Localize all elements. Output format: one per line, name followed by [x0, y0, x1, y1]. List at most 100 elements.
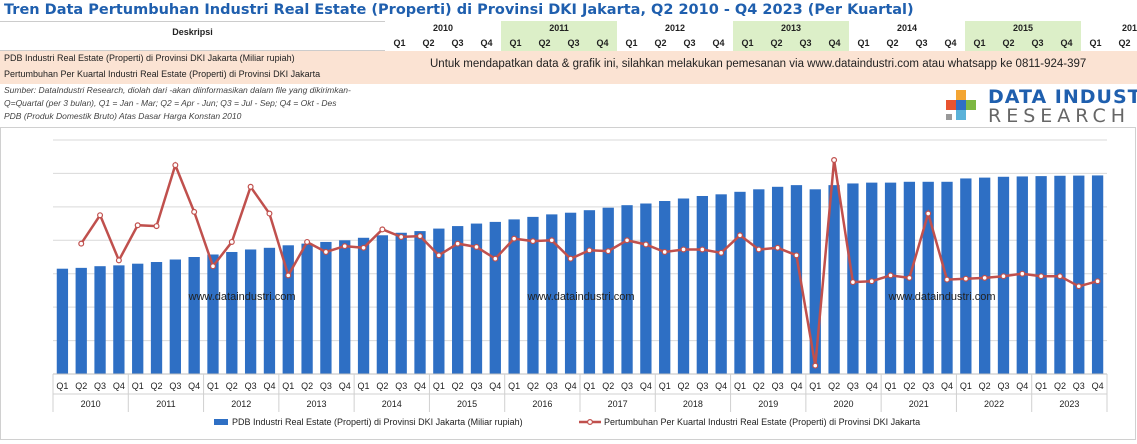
header-quarter: Q3 — [1023, 36, 1052, 51]
legend-line-label: Pertumbuhan Per Kuartal Industri Real Es… — [604, 417, 920, 427]
combo-chart: www.dataindustri.com www.dataindustri.com… — [52, 139, 1108, 427]
bar-mark — [357, 237, 370, 374]
x-tick-quarter-label: Q2 — [75, 381, 87, 391]
growth-point — [435, 252, 442, 259]
growth-point — [511, 235, 518, 242]
bar-mark — [564, 212, 577, 374]
header-quarter: Q2 — [762, 36, 791, 51]
bar-mark — [828, 185, 840, 374]
header-year-2010: 2010 — [432, 23, 454, 33]
growth-point — [492, 255, 499, 262]
x-tick-quarter-label: Q3 — [621, 381, 633, 391]
bar-mark — [94, 266, 106, 374]
growth-point — [115, 257, 122, 264]
growth-point — [1038, 273, 1045, 280]
x-tick-quarter-label: Q3 — [245, 381, 257, 391]
bar-mark — [188, 257, 200, 374]
x-tick-quarter-label: Q2 — [753, 381, 765, 391]
x-tick-quarter-label: Q2 — [151, 381, 163, 391]
x-tick-quarter-label: Q1 — [583, 381, 595, 391]
bar-mark — [452, 226, 464, 374]
x-tick-quarter-label: Q2 — [226, 381, 238, 391]
header-quarter: Q4 — [712, 38, 725, 48]
x-tick-quarter-label: Q2 — [376, 381, 388, 391]
data-row-growth: Pertumbuhan Per Kuartal Industri Real Es… — [0, 68, 1137, 84]
x-tick-quarter-label: Q4 — [1092, 381, 1104, 391]
x-tick-quarter-label: Q3 — [94, 381, 106, 391]
bar-mark — [75, 267, 87, 374]
header-quarter: Q1 — [857, 38, 870, 48]
growth-point — [1056, 273, 1063, 280]
header-year-2011: 2011 — [501, 21, 617, 36]
bar-mark — [922, 181, 934, 374]
bar-mark — [1073, 175, 1085, 374]
growth-point — [417, 233, 424, 240]
x-tick-year-label: 2020 — [833, 399, 853, 409]
bar-mark — [696, 195, 708, 374]
header-quarter: Q2 — [654, 38, 667, 48]
header-quarter: Q3 — [559, 36, 588, 51]
growth-point — [567, 255, 574, 262]
growth-point — [398, 233, 405, 240]
x-tick-year-label: 2016 — [532, 399, 552, 409]
x-tick-year-label: 2022 — [984, 399, 1004, 409]
x-tick-quarter-label: Q2 — [301, 381, 313, 391]
page-title: Tren Data Pertumbuhan Industri Real Esta… — [4, 2, 914, 18]
x-tick-quarter-label: Q2 — [452, 381, 464, 391]
deskripsi-header: Deskripsi — [0, 21, 385, 51]
bar-mark — [132, 263, 144, 374]
bar-mark — [715, 194, 727, 374]
bar-mark — [339, 240, 351, 374]
x-tick-quarter-label: Q3 — [922, 381, 934, 391]
growth-point — [1000, 273, 1007, 280]
header-quarter: Q2 — [994, 36, 1023, 51]
x-tick-quarter-label: Q4 — [640, 381, 652, 391]
x-tick-quarter-label: Q1 — [132, 381, 144, 391]
x-tick-quarter-label: Q4 — [489, 381, 501, 391]
x-tick-year-label: 2017 — [608, 399, 628, 409]
x-tick-quarter-label: Q2 — [602, 381, 614, 391]
header-year-2015: 2015 — [965, 21, 1081, 36]
growth-point — [379, 226, 386, 233]
row-label-pdb: PDB Industri Real Estate (Properti) di P… — [4, 53, 295, 63]
header-quarter: Q2 — [1118, 38, 1131, 48]
x-tick-quarter-label: Q1 — [809, 381, 821, 391]
x-tick-quarter-label: Q3 — [546, 381, 558, 391]
bar-mark — [244, 249, 257, 374]
header-year-2014: 2014 — [896, 23, 918, 33]
bar-mark — [546, 214, 558, 374]
bar-mark — [640, 203, 652, 374]
row-label-growth: Pertumbuhan Per Kuartal Industri Real Es… — [4, 69, 321, 79]
x-tick-year-label: 2018 — [683, 399, 703, 409]
x-tick-quarter-label: Q1 — [885, 381, 897, 391]
bar-mark — [583, 210, 596, 374]
watermark-text: www.dataindustri.com — [888, 291, 996, 303]
x-tick-quarter-label: Q2 — [828, 381, 840, 391]
bar-mark — [602, 207, 614, 374]
header-quarter: Q1 — [1089, 38, 1102, 48]
growth-point — [78, 240, 85, 247]
x-tick-quarter-label: Q1 — [56, 381, 68, 391]
x-tick-quarter-label: Q4 — [188, 381, 200, 391]
x-tick-quarter-label: Q2 — [678, 381, 690, 391]
x-tick-quarter-label: Q2 — [979, 381, 991, 391]
growth-point — [812, 362, 819, 369]
x-tick-quarter-label: Q4 — [113, 381, 125, 391]
bar-mark — [282, 245, 294, 374]
growth-point — [793, 252, 800, 259]
x-tick-quarter-label: Q1 — [734, 381, 746, 391]
growth-point — [341, 243, 348, 250]
x-tick-quarter-label: Q3 — [997, 381, 1009, 391]
header-quarter: Q4 — [480, 38, 493, 48]
growth-point — [191, 208, 198, 215]
header-quarter: Q1 — [625, 38, 638, 48]
x-tick-quarter-label: Q2 — [1054, 381, 1066, 391]
growth-point — [548, 237, 555, 244]
bar-mark — [508, 219, 520, 374]
header-quarter: Q3 — [683, 38, 696, 48]
x-tick-quarter-label: Q4 — [941, 381, 953, 391]
growth-point — [1094, 278, 1101, 285]
bar-mark — [113, 265, 125, 374]
growth-point — [868, 278, 875, 285]
growth-point — [586, 247, 593, 254]
